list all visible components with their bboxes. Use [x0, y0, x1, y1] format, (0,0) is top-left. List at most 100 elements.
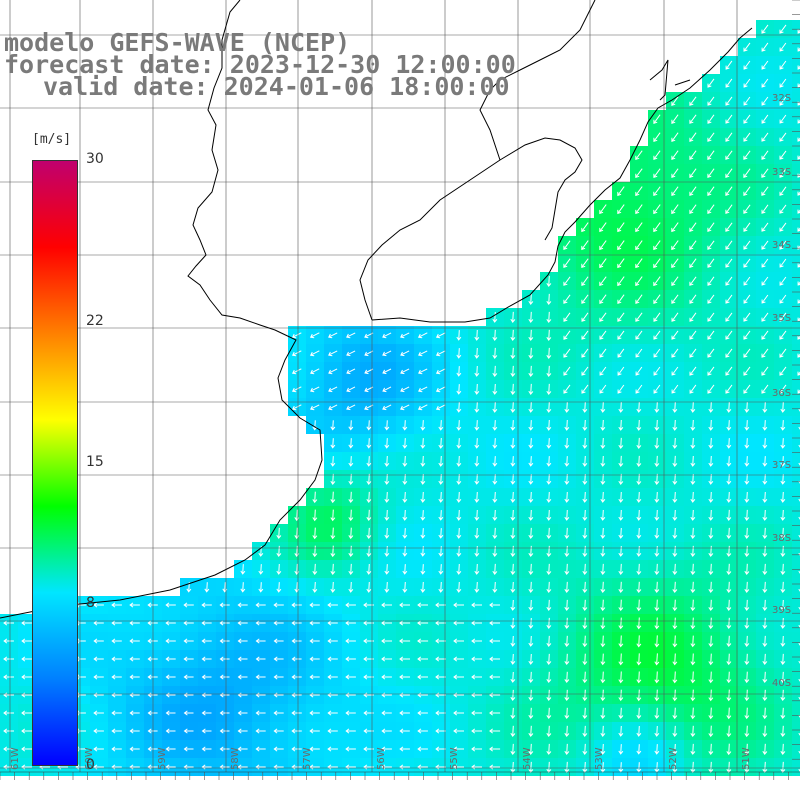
wind-arrow: [780, 456, 786, 467]
wind-arrow: [435, 404, 446, 411]
wind-arrow: [183, 764, 194, 770]
wind-speed-cell: [792, 326, 800, 344]
wind-arrow: [546, 347, 552, 359]
wind-arrow: [366, 473, 372, 485]
wind-arrow: [762, 509, 768, 521]
wind-arrow: [618, 419, 624, 431]
wind-arrow: [258, 564, 264, 575]
uruguay-border: [359, 137, 583, 321]
wind-arrow: [581, 258, 589, 268]
wind-arrow: [474, 581, 480, 593]
wind-arrow: [780, 689, 786, 702]
wind-arrow: [636, 599, 642, 612]
wind-speed-cell: [792, 380, 800, 398]
wind-arrow: [635, 384, 643, 394]
wind-arrow: [708, 401, 714, 413]
colorbar-tick-label: 22: [86, 312, 104, 329]
wind-arrow: [725, 312, 733, 322]
wind-arrow: [546, 581, 552, 593]
wind-arrow: [345, 728, 356, 734]
wind-arrow: [690, 599, 696, 612]
wind-arrow: [654, 545, 660, 557]
wind-arrow: [327, 710, 338, 716]
latitude-label: 39S: [772, 605, 791, 616]
wind-arrow: [510, 420, 516, 431]
wind-arrow: [402, 420, 408, 431]
wind-arrow: [276, 527, 282, 540]
wind-arrow: [743, 150, 751, 160]
wind-arrow: [291, 728, 302, 734]
wind-arrow: [707, 132, 715, 142]
wind-arrow: [690, 455, 696, 467]
wind-arrow: [129, 620, 140, 626]
wind-arrow: [635, 240, 643, 251]
latitude-label: 37S: [772, 460, 791, 471]
wind-arrow: [453, 602, 464, 608]
wind-arrow: [219, 620, 230, 626]
wind-arrow: [93, 692, 104, 698]
wind-arrow: [510, 491, 516, 503]
wind-arrow: [471, 746, 482, 752]
wind-arrow: [726, 401, 732, 413]
wind-arrow: [635, 348, 643, 358]
wind-arrow: [600, 689, 606, 702]
wind-arrow: [546, 527, 552, 539]
wind-arrow: [726, 545, 732, 557]
wind-arrow: [21, 728, 32, 734]
wind-arrow: [219, 746, 230, 752]
wind-arrow: [237, 602, 248, 608]
wind-arrow: [510, 563, 516, 575]
wind-arrow: [474, 329, 480, 341]
wind-arrow: [474, 456, 480, 467]
wind-arrow: [21, 746, 32, 752]
wind-arrow: [346, 386, 356, 393]
wind-arrow: [291, 332, 302, 339]
wind-arrow: [725, 366, 733, 376]
wind-arrow: [435, 638, 446, 644]
wind-arrow: [330, 527, 336, 540]
latitude-label: 33S: [772, 167, 791, 178]
wind-arrow: [798, 768, 800, 772]
wind-arrow: [761, 330, 769, 340]
wind-arrow: [618, 599, 624, 612]
wind-arrow: [528, 456, 534, 467]
colorbar-tick-label: 8: [86, 595, 95, 612]
wind-arrow: [366, 420, 372, 431]
wind-arrow: [111, 656, 122, 662]
wind-arrow: [417, 332, 428, 339]
wind-arrow: [474, 527, 480, 539]
wind-arrow: [779, 330, 787, 340]
wind-arrow: [689, 204, 697, 214]
wind-arrow: [528, 689, 534, 702]
wind-arrow: [797, 335, 800, 340]
colorbar: [32, 160, 78, 766]
wind-arrow: [399, 746, 410, 752]
wind-arrow: [201, 656, 212, 662]
wind-arrow: [510, 365, 516, 377]
wind-arrow: [330, 581, 336, 593]
wind-arrow: [725, 330, 733, 340]
wind-arrow: [581, 276, 589, 286]
wind-arrow: [636, 545, 642, 557]
wind-arrow: [653, 276, 661, 287]
wind-arrow: [564, 671, 570, 684]
wind-arrow: [779, 60, 787, 70]
wind-arrow: [492, 456, 498, 467]
wind-arrow: [617, 186, 625, 197]
wind-arrow: [546, 617, 552, 629]
wind-arrow: [599, 240, 607, 251]
wind-arrow: [330, 509, 336, 522]
wind-arrow: [309, 620, 320, 626]
wind-arrow: [402, 528, 408, 539]
wind-arrow: [618, 689, 624, 702]
wind-arrow: [600, 491, 606, 503]
wind-arrow: [798, 732, 800, 736]
wind-arrow: [582, 509, 588, 521]
wind-arrow: [671, 96, 679, 106]
wind-arrow: [330, 563, 336, 575]
wind-arrow: [366, 509, 372, 522]
wind-arrow: [563, 294, 571, 304]
wind-arrow: [435, 602, 446, 608]
wind-arrow: [636, 581, 642, 594]
wind-arrow: [21, 620, 32, 626]
